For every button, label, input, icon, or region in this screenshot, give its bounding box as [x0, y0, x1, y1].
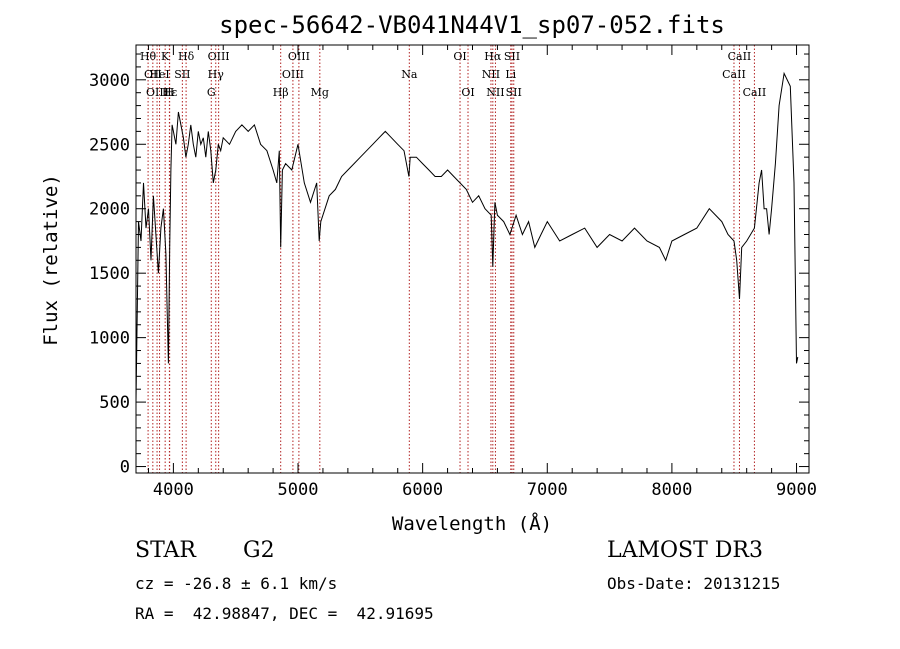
spectrum-chart: spec-56642-VB041N44V1_sp07-052.fits Hθ OI… — [40, 11, 817, 535]
object-class: STAR — [135, 538, 196, 563]
x-tick-label-3: 7000 — [527, 480, 568, 500]
line-label-2: OIII — [146, 86, 168, 99]
flux-series-line — [135, 71, 799, 403]
line-label-18: OI — [461, 86, 474, 99]
y-tick-label-2: 1000 — [89, 329, 130, 349]
line-marker-labels: Hθ OII OIII HeI K HεH SII Hδ G Hγ OIII Hβ OIII OIII Mg… — [140, 50, 766, 99]
line-label-4: K — [161, 50, 170, 63]
line-label-3: HeI — [149, 68, 169, 81]
line-label-14: OIII — [288, 50, 310, 63]
object-subclass: G2 — [243, 538, 275, 563]
line-label-11: OIII — [208, 50, 230, 63]
plot-frame — [135, 44, 810, 474]
y-tick-label-6: 3000 — [89, 71, 130, 91]
x-tick-label-2: 6000 — [402, 480, 443, 500]
y-axis-ticks: 0 500 1000 1500 2000 2500 3000 — [89, 53, 809, 478]
coordinates: RA = 42.98847, DEC = 42.91695 — [135, 604, 434, 623]
y-tick-label-0: 0 — [120, 458, 130, 478]
line-label-7: SII — [174, 68, 190, 81]
y-tick-label-3: 1500 — [89, 264, 130, 284]
line-label-8: Hδ — [178, 50, 195, 63]
line-markers — [147, 45, 755, 473]
line-label-23: SII — [504, 50, 520, 63]
line-label-1: OII — [144, 68, 162, 81]
line-label-13: OIII — [282, 68, 304, 81]
line-label-17: OI — [453, 50, 466, 63]
chart-title: spec-56642-VB041N44V1_sp07-052.fits — [219, 11, 725, 39]
line-label-22: Li — [505, 68, 516, 81]
line-label-25: CaII — [722, 68, 746, 81]
line-label-0: Hθ — [140, 50, 157, 63]
observation-date: Obs-Date: 20131215 — [607, 574, 781, 593]
line-label-10: Hγ — [208, 68, 225, 81]
x-tick-label-4: 8000 — [651, 480, 692, 500]
redshift-velocity: cz = -26.8 ± 6.1 km/s — [135, 574, 338, 593]
line-label-19: NII — [482, 68, 500, 81]
line-label-21: NII — [486, 86, 504, 99]
line-label-24: SII — [506, 86, 522, 99]
survey-name: LAMOST DR3 — [607, 538, 763, 563]
y-tick-label-1: 500 — [99, 393, 130, 413]
line-label-27: CaII — [743, 86, 767, 99]
y-tick-label-5: 2500 — [89, 135, 130, 155]
x-tick-label-0: 4000 — [153, 480, 194, 500]
line-label-16: Na — [401, 68, 418, 81]
x-tick-label-5: 9000 — [776, 480, 817, 500]
line-label-26: CaII — [728, 50, 752, 63]
line-label-5: Hε — [162, 86, 178, 99]
line-label-20: Hα — [484, 50, 502, 63]
x-tick-label-1: 5000 — [278, 480, 319, 500]
line-label-6: H — [165, 86, 175, 99]
y-tick-label-4: 2000 — [89, 200, 130, 220]
y-axis-label: Flux (relative) — [40, 174, 62, 346]
x-axis-label: Wavelength (Å) — [392, 512, 552, 535]
line-label-9: G — [207, 86, 216, 99]
x-axis-ticks: 4000 5000 6000 7000 8000 9000 — [147, 45, 817, 500]
line-label-12: Hβ — [273, 86, 289, 99]
line-label-15: Mg — [311, 86, 329, 99]
